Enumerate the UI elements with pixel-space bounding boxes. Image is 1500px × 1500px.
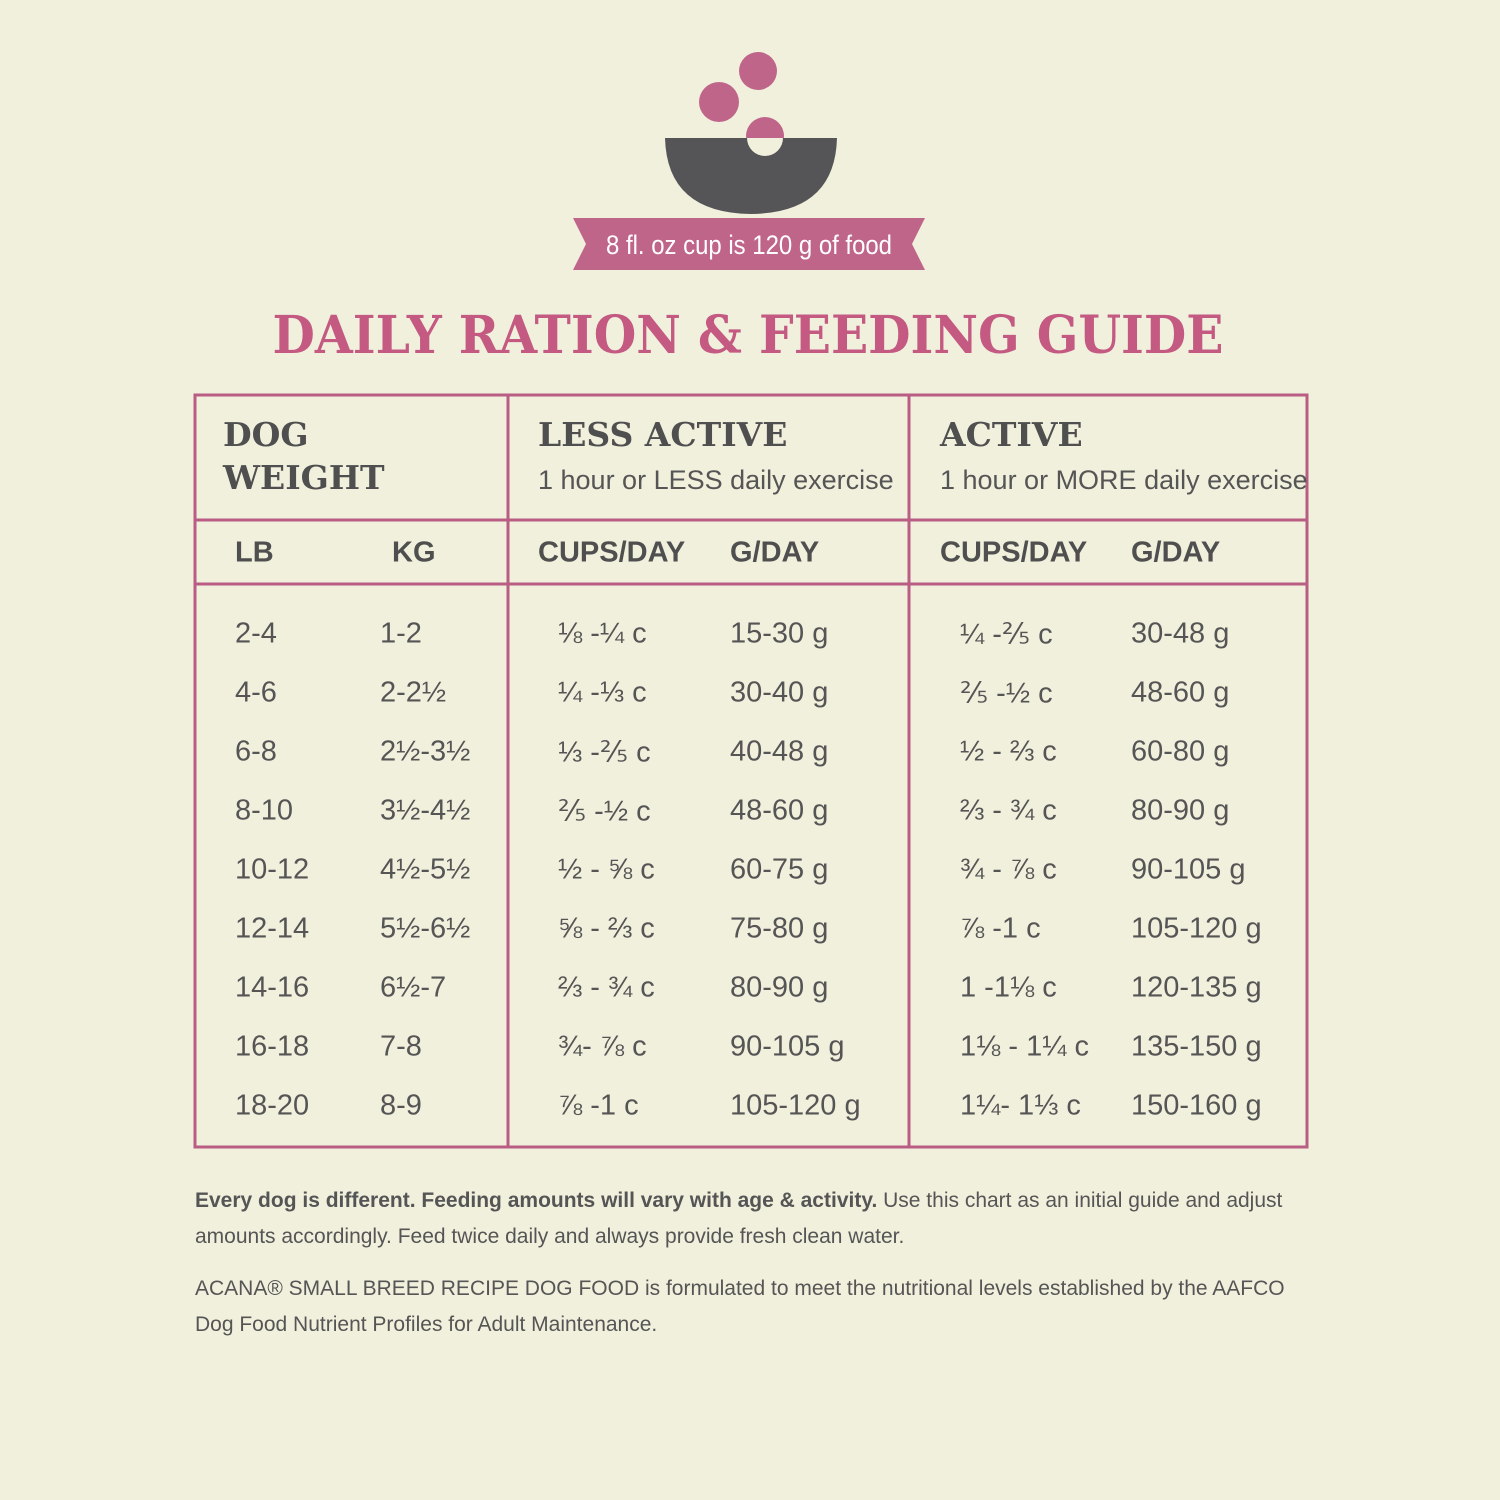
bowl-cutout xyxy=(747,138,783,156)
table-cell: 4-6 xyxy=(235,676,277,709)
table-cell: 1¼- 1⅓ c xyxy=(960,1089,1081,1122)
table-cell: 7-8 xyxy=(380,1030,422,1063)
table-cell: ⅞ -1 c xyxy=(558,1089,639,1122)
group-title: DOG xyxy=(223,415,309,454)
table-cell: 48-60 g xyxy=(730,794,829,827)
table-cell: 80-90 g xyxy=(730,971,829,1004)
table-cell: 30-40 g xyxy=(730,676,829,709)
table-cell: 2-4 xyxy=(235,617,277,650)
banner xyxy=(573,218,925,270)
table-cell: ⅔ - ¾ c xyxy=(960,794,1057,827)
table-cell: ½ - ⅝ c xyxy=(558,853,655,886)
column-header: CUPS/DAY xyxy=(940,536,1088,569)
table-cell: ⅖ -½ c xyxy=(558,795,651,828)
table-cell: 60-80 g xyxy=(1131,735,1230,768)
column-header: LB xyxy=(235,536,274,569)
table-cell: 90-105 g xyxy=(730,1030,845,1063)
table-cell: 2-2½ xyxy=(380,676,447,709)
table-lines xyxy=(193,393,1309,1149)
table-cell: 10-12 xyxy=(235,853,310,886)
table-cell: ⅖ -½ c xyxy=(960,677,1053,710)
table-cell: 14-16 xyxy=(235,971,310,1004)
table-cell: ¼ -⅖ c xyxy=(960,618,1053,651)
note: ACANA® SMALL BREED RECIPE DOG FOOD is fo… xyxy=(195,1277,1285,1336)
table-cell: 1⅛ - 1¼ c xyxy=(960,1030,1089,1063)
table-cell: 75-80 g xyxy=(730,912,829,945)
table-cell: ⅛ -¼ c xyxy=(558,617,647,650)
bowl xyxy=(665,138,837,214)
table-cell: 3½-4½ xyxy=(380,794,471,827)
table-cell: ⅞ -1 c xyxy=(960,912,1041,945)
table-cell: ¼ -⅓ c xyxy=(558,676,647,709)
table-cell: 150-160 g xyxy=(1131,1089,1262,1122)
table-cell: 4½-5½ xyxy=(380,853,471,886)
note-text: Use this chart as an initial guide and a… xyxy=(195,1189,1283,1248)
table-cell: 105-120 g xyxy=(1131,912,1262,945)
food-ball xyxy=(739,52,777,90)
table-cell: 2½-3½ xyxy=(380,735,471,768)
banner-text: 8 fl. oz cup is 120 g of food xyxy=(606,230,892,260)
table-cell: ⅝ - ⅔ c xyxy=(558,912,655,945)
table-cell: 60-75 g xyxy=(730,853,829,886)
table-cell: 80-90 g xyxy=(1131,794,1230,827)
note-bold: Every dog is different. Feeding amounts … xyxy=(195,1189,878,1212)
food-ball xyxy=(699,82,739,122)
table-cell: 18-20 xyxy=(235,1089,310,1122)
group-title: ACTIVE xyxy=(940,415,1083,454)
title: DAILY RATION & FEEDING GUIDE xyxy=(273,305,1224,366)
note: Every dog is different. Feeding amounts … xyxy=(195,1183,1285,1255)
table-cell: 16-18 xyxy=(235,1030,310,1063)
table-cell: 15-30 g xyxy=(730,617,829,650)
table-cell: 5½-6½ xyxy=(380,912,471,945)
column-header: KG xyxy=(392,536,436,569)
table-cell: 30-48 g xyxy=(1131,617,1230,650)
table-cell: ⅓ -⅖ c xyxy=(558,736,651,769)
column-header: G/DAY xyxy=(1131,536,1221,569)
column-header: G/DAY xyxy=(730,536,820,569)
group-title: WEIGHT xyxy=(223,458,385,497)
column-header: CUPS/DAY xyxy=(538,536,686,569)
table-cell: 120-135 g xyxy=(1131,971,1262,1004)
table-cell: ¾ - ⅞ c xyxy=(960,853,1057,886)
table-cell: 90-105 g xyxy=(1131,853,1246,886)
table-cell: ⅔ - ¾ c xyxy=(558,971,655,1004)
table-cell: 6-8 xyxy=(235,735,277,768)
table-cell: 6½-7 xyxy=(380,971,447,1004)
table-cell: ½ - ⅔ c xyxy=(960,735,1057,768)
table-cell: 8-9 xyxy=(380,1089,422,1122)
table-cell: 105-120 g xyxy=(730,1089,861,1122)
table-cell: 135-150 g xyxy=(1131,1030,1262,1063)
table-cell: ¾- ⅞ c xyxy=(558,1030,647,1063)
table-cell: 8-10 xyxy=(235,794,294,827)
group-subtitle: 1 hour or MORE daily exercise xyxy=(940,465,1308,495)
table-cell: 48-60 g xyxy=(1131,676,1230,709)
table-cell: 12-14 xyxy=(235,912,310,945)
table-cell: 40-48 g xyxy=(730,735,829,768)
group-title: LESS ACTIVE xyxy=(538,415,788,454)
table-cell: 1-2 xyxy=(380,617,422,650)
group-subtitle: 1 hour or LESS daily exercise xyxy=(538,465,894,495)
table-cell: 1 -1⅛ c xyxy=(960,971,1057,1004)
